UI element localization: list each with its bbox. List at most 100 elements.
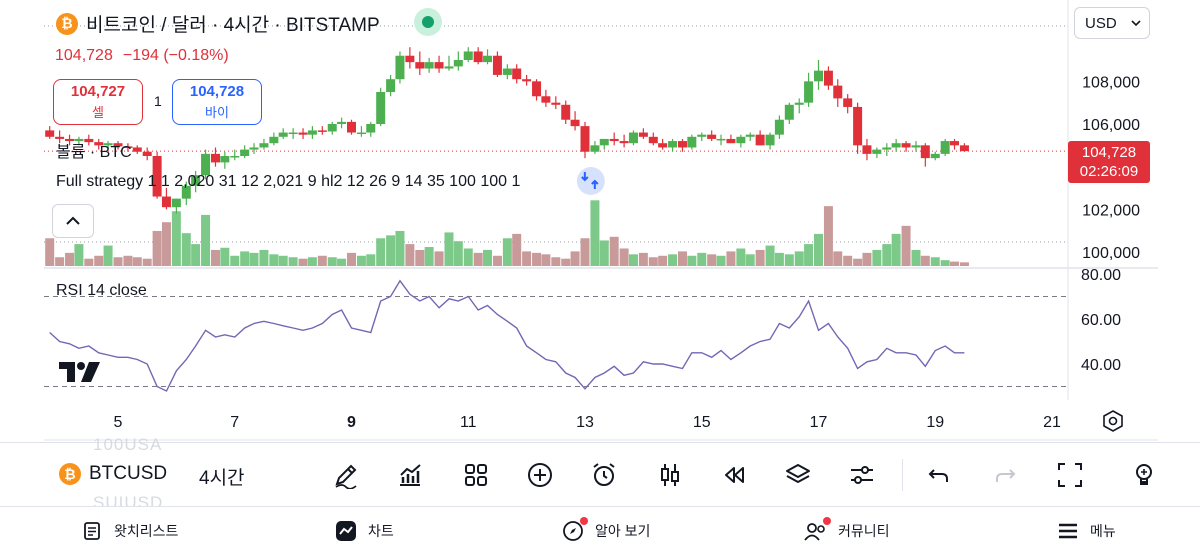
- time-tick-label: 5: [114, 414, 123, 431]
- rewind-icon: [725, 467, 744, 483]
- volume-bar: [658, 255, 668, 266]
- currency-selector[interactable]: USD: [1074, 7, 1150, 39]
- layers-icon: [786, 464, 810, 483]
- nav-watchlist[interactable]: 왓치리스트: [80, 519, 178, 543]
- volume-bar: [765, 245, 775, 266]
- nav-chart[interactable]: 차트: [334, 519, 394, 543]
- price-change: −194 (−0.18%): [122, 47, 229, 64]
- candle-body: [502, 68, 512, 75]
- sell-button[interactable]: 104,727 셀: [53, 79, 143, 125]
- candle-body: [84, 138, 94, 143]
- drawing-tools-button[interactable]: [330, 459, 362, 491]
- volume-bar: [269, 254, 279, 266]
- candle: [609, 132, 619, 146]
- interval-selector[interactable]: 4시간: [199, 468, 245, 489]
- volume-bar: [502, 238, 512, 266]
- volume-bar: [580, 238, 590, 266]
- volume-indicator-label[interactable]: 볼륨 · BTC: [56, 144, 132, 161]
- candle-body: [736, 136, 746, 144]
- candle-body: [201, 153, 211, 176]
- add-button[interactable]: [524, 459, 556, 491]
- replay-button[interactable]: [718, 459, 750, 491]
- volume-bar: [551, 257, 561, 266]
- candle: [522, 74, 532, 86]
- candle-body: [959, 145, 969, 152]
- fullscreen-button[interactable]: [1054, 459, 1086, 491]
- candle-body: [463, 51, 473, 60]
- volume-bar: [920, 255, 930, 266]
- collapse-indicators-button[interactable]: [52, 204, 94, 238]
- candle: [210, 147, 220, 167]
- volume-bar: [512, 233, 522, 266]
- undo-button[interactable]: [923, 459, 955, 491]
- indicators-button[interactable]: [394, 459, 426, 491]
- candle: [765, 132, 775, 150]
- candles-icon: [661, 464, 679, 486]
- candle: [551, 96, 561, 110]
- chart-settings-button[interactable]: [1100, 408, 1126, 439]
- candle-body: [220, 156, 230, 163]
- rsi-pane: [44, 279, 1068, 392]
- chart-grid: [44, 0, 1158, 441]
- candle-body: [891, 143, 901, 148]
- chart-settings-toolbar-button[interactable]: [846, 459, 878, 491]
- nav-menu[interactable]: 메뉴: [1056, 519, 1116, 543]
- candle: [395, 51, 405, 84]
- volume-bar: [911, 249, 921, 266]
- symbol-selector[interactable]: ₿ BTCUSD: [59, 463, 167, 485]
- grid-icon: [465, 464, 487, 486]
- strategy-indicator-label[interactable]: Full strategy 1 1 2,020 31 12 2,021 9 hl…: [56, 173, 521, 190]
- volume-bar: [833, 251, 843, 266]
- symbol-header[interactable]: ₿ 비트코인 / 달러 · 4시간 · BITSTAMP: [56, 10, 380, 37]
- candle: [726, 134, 736, 144]
- chart-type-button[interactable]: [654, 459, 686, 491]
- alert-button[interactable]: [588, 459, 620, 491]
- candle-body: [288, 132, 298, 135]
- buy-button[interactable]: 104,728 바이: [172, 79, 262, 125]
- candle-body: [628, 132, 638, 144]
- candle: [249, 143, 259, 154]
- chart-canvas[interactable]: 108,000 106,000 102,000 100,000 80.00 60.00 40…: [0, 0, 1200, 442]
- candle-body: [697, 134, 707, 137]
- candle-body: [327, 124, 337, 132]
- nav-chart-label: 차트: [368, 523, 394, 539]
- candle-body: [687, 136, 697, 148]
- layouts-button[interactable]: [460, 459, 492, 491]
- candle: [570, 111, 580, 131]
- candle-body: [337, 121, 347, 124]
- nav-explore-label: 알아 보기: [595, 523, 651, 539]
- redo-button[interactable]: [989, 459, 1021, 491]
- candle-body: [259, 143, 269, 148]
- candle-body: [278, 132, 288, 137]
- volume-bar: [453, 241, 463, 266]
- price-axis: 108,000 106,000 102,000 100,000 80.00 60.00 40…: [1081, 74, 1140, 374]
- candle-body: [716, 138, 726, 141]
- nav-community[interactable]: 커뮤니티: [804, 517, 890, 543]
- volume-bar: [327, 257, 337, 266]
- market-open-status-icon[interactable]: [414, 8, 442, 36]
- volume-bar: [882, 244, 892, 266]
- candle: [298, 128, 308, 139]
- ideas-button[interactable]: [1128, 459, 1160, 491]
- volume-bar: [45, 238, 55, 266]
- volume-bar: [745, 254, 755, 266]
- volume-bar: [959, 262, 969, 266]
- candle: [794, 98, 804, 114]
- price-tick-label: 106,000: [1082, 117, 1140, 134]
- buy-price: 104,728: [189, 83, 245, 100]
- nav-explore[interactable]: 알아 보기: [561, 517, 651, 543]
- candle-body: [386, 79, 396, 92]
- object-tree-button[interactable]: [782, 459, 814, 491]
- rsi-indicator-label[interactable]: RSI 14 close: [56, 282, 147, 299]
- time-tick-label: 7: [230, 414, 239, 431]
- tradingview-logo-icon[interactable]: [58, 360, 102, 389]
- candle: [376, 87, 386, 127]
- candle-body: [658, 143, 668, 148]
- candle: [45, 126, 55, 139]
- candle: [103, 141, 113, 150]
- volume-bar: [376, 238, 386, 266]
- hamburger-menu-icon: [1056, 519, 1080, 543]
- sliders-icon: [851, 466, 873, 484]
- volume-bar: [240, 251, 250, 266]
- candle-body: [307, 130, 317, 135]
